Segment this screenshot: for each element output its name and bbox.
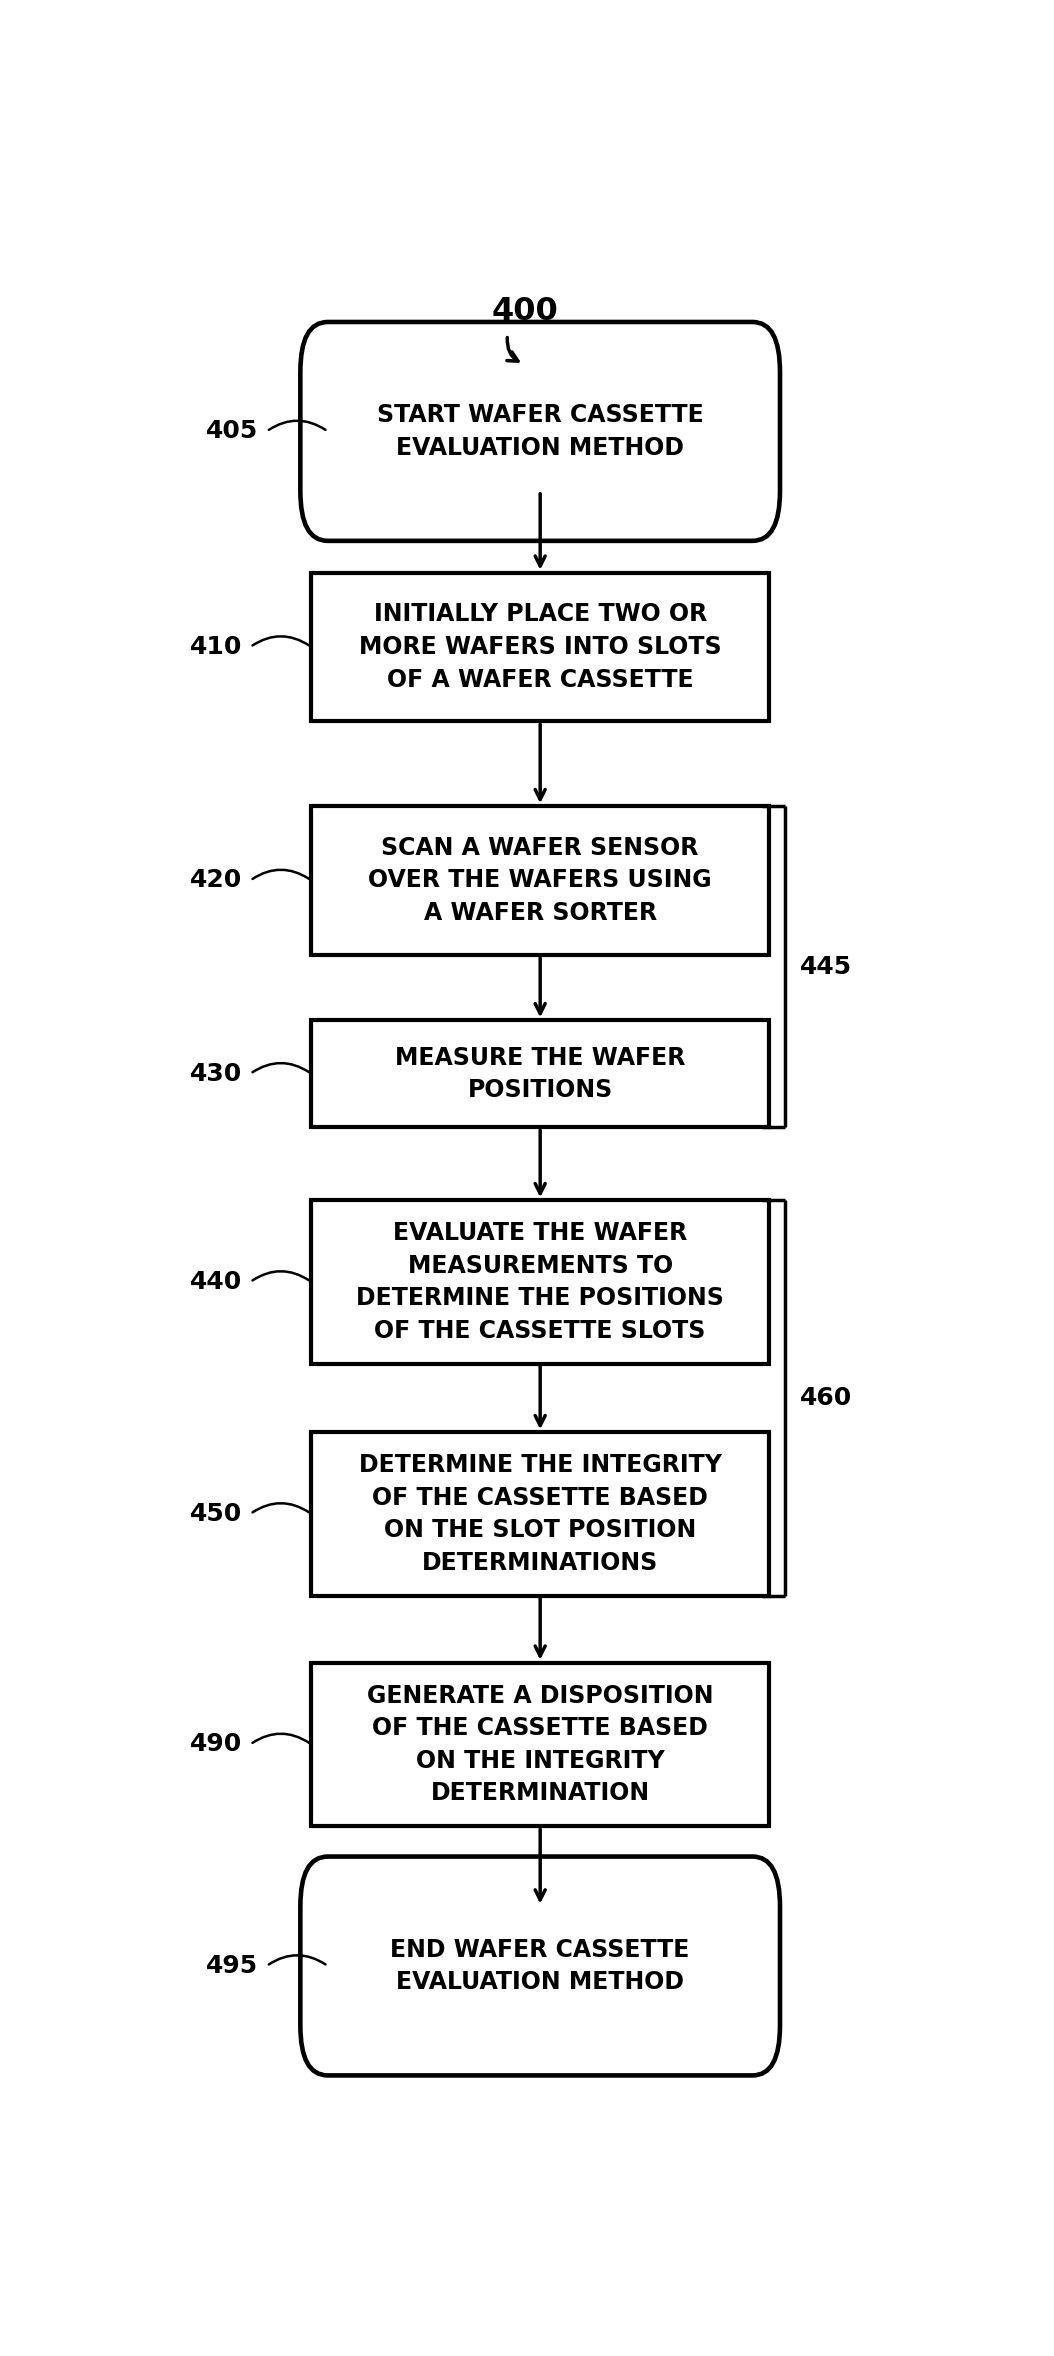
Text: 450: 450: [190, 1501, 242, 1527]
Bar: [312, 1432, 769, 1595]
Bar: [312, 1020, 769, 1126]
Bar: [312, 573, 769, 721]
Text: GENERATE A DISPOSITION
OF THE CASSETTE BASED
ON THE INTEGRITY
DETERMINATION: GENERATE A DISPOSITION OF THE CASSETTE B…: [367, 1685, 714, 1805]
Text: 400: 400: [491, 297, 558, 327]
Text: MEASURE THE WAFER
POSITIONS: MEASURE THE WAFER POSITIONS: [395, 1046, 685, 1103]
Text: 405: 405: [207, 419, 258, 443]
Text: EVALUATE THE WAFER
MEASUREMENTS TO
DETERMINE THE POSITIONS
OF THE CASSETTE SLOTS: EVALUATE THE WAFER MEASUREMENTS TO DETER…: [356, 1220, 724, 1343]
Text: 410: 410: [190, 636, 242, 660]
Text: END WAFER CASSETTE
EVALUATION METHOD: END WAFER CASSETTE EVALUATION METHOD: [390, 1937, 690, 1993]
Text: 460: 460: [800, 1385, 853, 1409]
Bar: [312, 806, 769, 954]
Text: 490: 490: [190, 1732, 242, 1758]
Text: 445: 445: [800, 954, 852, 978]
Text: 430: 430: [190, 1063, 242, 1086]
Bar: [312, 1199, 769, 1364]
Bar: [312, 1663, 769, 1826]
FancyBboxPatch shape: [300, 323, 780, 542]
Text: DETERMINE THE INTEGRITY
OF THE CASSETTE BASED
ON THE SLOT POSITION
DETERMINATION: DETERMINE THE INTEGRITY OF THE CASSETTE …: [358, 1454, 722, 1574]
Text: SCAN A WAFER SENSOR
OVER THE WAFERS USING
A WAFER SORTER: SCAN A WAFER SENSOR OVER THE WAFERS USIN…: [368, 836, 713, 926]
Text: 495: 495: [207, 1953, 258, 1979]
Text: START WAFER CASSETTE
EVALUATION METHOD: START WAFER CASSETTE EVALUATION METHOD: [376, 403, 704, 459]
FancyBboxPatch shape: [300, 1857, 780, 2076]
Text: 440: 440: [190, 1270, 242, 1293]
Text: 420: 420: [190, 869, 242, 893]
Text: INITIALLY PLACE TWO OR
MORE WAFERS INTO SLOTS
OF A WAFER CASSETTE: INITIALLY PLACE TWO OR MORE WAFERS INTO …: [358, 603, 722, 693]
